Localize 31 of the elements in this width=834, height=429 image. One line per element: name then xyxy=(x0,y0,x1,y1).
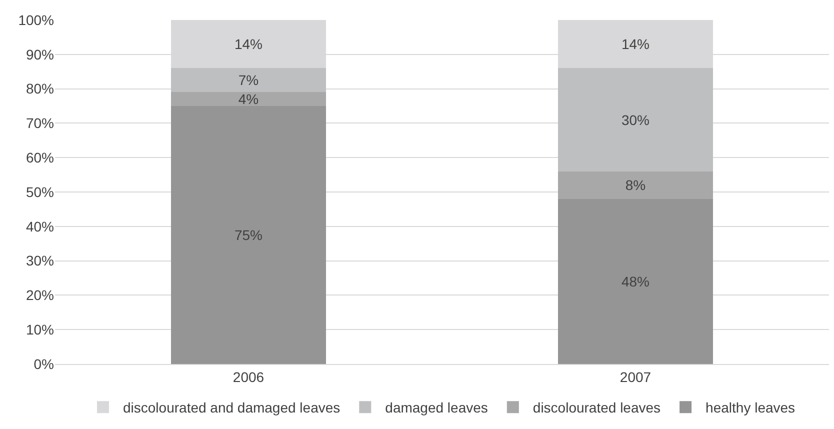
data-label: 14% xyxy=(234,36,263,52)
data-label: 4% xyxy=(238,91,259,108)
y-tick-label: 70% xyxy=(26,115,54,132)
y-tick-label: 60% xyxy=(26,150,54,166)
x-tick-label: 2006 xyxy=(232,368,264,385)
bar xyxy=(558,198,713,364)
data-label: 8% xyxy=(625,177,646,194)
legend-label: discolourated and damaged leaves xyxy=(123,400,340,416)
bar xyxy=(558,68,713,172)
bar xyxy=(171,92,326,106)
legend-label: healthy leaves xyxy=(706,400,796,416)
y-tick-label: 30% xyxy=(26,252,54,269)
y-tick-label: 100% xyxy=(18,12,54,28)
data-label: 48% xyxy=(621,273,650,290)
y-tick-label: 20% xyxy=(26,287,54,304)
y-tick-label: 80% xyxy=(26,80,54,97)
y-tick-label: 90% xyxy=(26,46,54,62)
data-label: 30% xyxy=(621,112,650,128)
legend-label: discolourated leaves xyxy=(532,400,661,416)
bar xyxy=(558,171,713,199)
bar xyxy=(171,106,326,364)
data-label: 75% xyxy=(234,227,263,243)
data-label: 14% xyxy=(621,36,650,52)
legend-label: damaged leaves xyxy=(385,400,488,416)
x-tick-label: 2007 xyxy=(620,368,652,385)
data-label: 7% xyxy=(238,72,259,88)
y-tick-label: 0% xyxy=(34,356,54,372)
y-tick-label: 50% xyxy=(26,184,54,200)
bar xyxy=(171,68,326,92)
y-tick-label: 40% xyxy=(26,218,54,234)
y-tick-label: 10% xyxy=(26,322,54,338)
